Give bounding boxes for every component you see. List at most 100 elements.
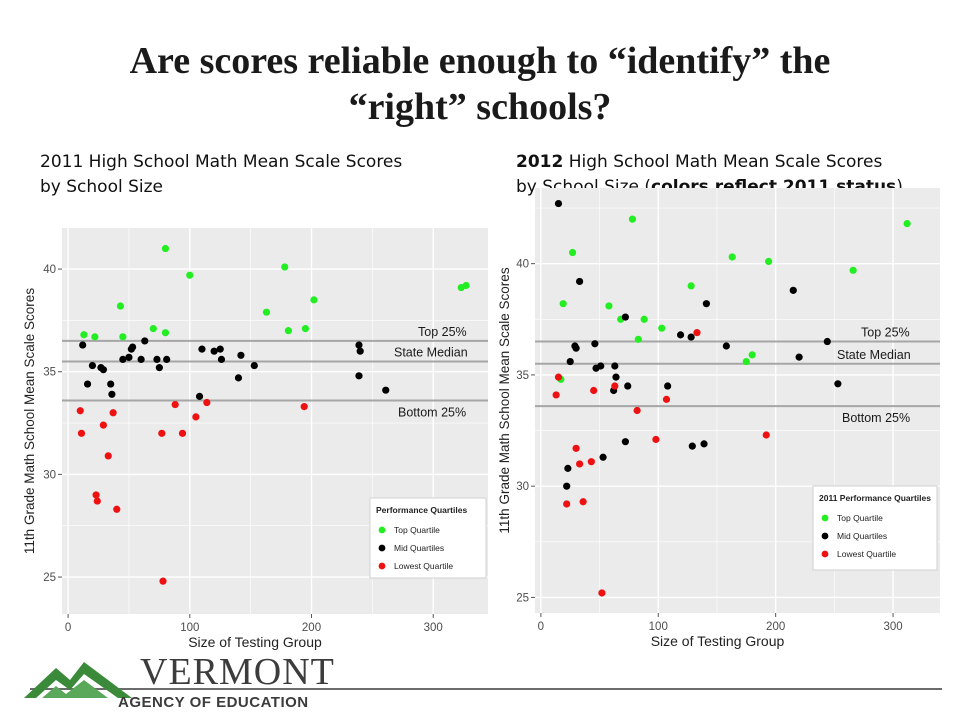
x-tick-label: 300 — [424, 622, 443, 634]
data-point — [664, 382, 672, 390]
data-point — [849, 266, 857, 274]
data-point — [621, 313, 629, 321]
reference-line-label: State Median — [837, 348, 911, 362]
data-point — [281, 263, 289, 271]
legend: 2011 Performance Quartiles Top Quartile Mi… — [812, 485, 938, 571]
x-tick-label: 200 — [302, 622, 321, 634]
reference-line-label: Bottom 25% — [842, 411, 910, 425]
data-point — [624, 382, 632, 390]
data-point — [687, 333, 695, 341]
data-point — [564, 464, 572, 472]
data-point — [178, 429, 187, 437]
x-tick-label: 0 — [538, 621, 544, 633]
data-point — [728, 253, 736, 261]
y-axis-title: 11th Grade Math School Mean Scale Scores — [497, 267, 512, 533]
data-point — [903, 220, 911, 228]
data-point — [566, 357, 574, 366]
legend-box — [369, 497, 487, 579]
data-point — [92, 491, 100, 499]
scatter-chart-2011: Top 25% State Median Bottom 25% 0 100 200 300 2… — [22, 228, 488, 650]
series-mid — [554, 199, 842, 490]
data-point — [633, 406, 641, 415]
data-point — [462, 281, 470, 290]
data-point — [137, 355, 145, 364]
series-low — [76, 398, 308, 585]
data-point — [640, 315, 648, 323]
data-point — [93, 497, 101, 505]
data-point — [579, 498, 587, 506]
data-point — [748, 351, 756, 359]
data-point — [552, 391, 560, 399]
data-point — [688, 442, 696, 450]
y-tick-label: 35 — [43, 367, 56, 379]
data-point — [563, 482, 571, 490]
data-point — [107, 380, 115, 388]
legend-swatch-mid — [378, 544, 386, 552]
data-point — [634, 335, 642, 343]
data-point — [612, 373, 620, 381]
data-point — [237, 351, 245, 359]
data-point — [99, 366, 107, 374]
data-point — [702, 300, 710, 308]
data-point — [762, 431, 770, 439]
data-point — [621, 438, 629, 446]
data-point — [301, 325, 310, 333]
legend-label: Lowest Quartile — [837, 549, 896, 559]
y-tick-label: 30 — [516, 481, 529, 493]
y-axis-title: 11th Grade Math School Mean Scale Scores — [22, 288, 37, 554]
data-point — [700, 440, 708, 448]
x-tick-label: 100 — [649, 621, 668, 633]
data-point — [834, 380, 842, 388]
data-point — [628, 215, 637, 223]
data-point — [576, 277, 584, 286]
data-point — [109, 409, 117, 417]
data-point — [119, 333, 127, 341]
data-point — [355, 372, 363, 380]
data-point — [116, 302, 125, 310]
series-top — [80, 244, 470, 341]
data-point — [597, 362, 605, 370]
data-point — [104, 452, 112, 460]
y-tick-label: 40 — [516, 259, 529, 271]
data-point — [210, 347, 218, 355]
right-subtitle-line1: 2012 High School Math Mean Scale Scores — [516, 150, 903, 175]
y-tick-label: 35 — [516, 370, 529, 382]
data-point — [742, 357, 750, 366]
y-tick-label: 25 — [43, 572, 56, 584]
data-point — [161, 244, 170, 253]
data-point — [119, 355, 127, 364]
data-point — [300, 403, 308, 411]
data-point — [795, 353, 803, 361]
data-point — [587, 458, 595, 466]
data-point — [128, 343, 137, 351]
y-tick-label: 25 — [516, 592, 529, 604]
data-point — [554, 199, 563, 208]
data-point — [161, 329, 170, 337]
gridlines — [62, 228, 488, 614]
data-point — [611, 382, 619, 390]
left-subtitle-line2: by School Size — [40, 177, 163, 197]
data-point — [554, 373, 563, 381]
x-tick-label: 0 — [65, 622, 71, 634]
legend-label: Top Quartile — [837, 513, 883, 523]
reference-line-label: Bottom 25% — [398, 405, 466, 419]
data-point — [250, 361, 258, 370]
left-chart-subtitle: 2011 High School Math Mean Scale Scores … — [40, 150, 402, 200]
x-tick-label: 300 — [883, 621, 902, 633]
legend-swatch-top — [821, 514, 829, 522]
data-point — [722, 342, 730, 350]
data-point — [590, 386, 598, 395]
data-point — [158, 429, 166, 437]
data-point — [658, 324, 666, 332]
data-point — [99, 421, 107, 429]
legend-swatch-top — [378, 526, 386, 534]
data-point — [382, 386, 390, 394]
data-point — [559, 300, 567, 308]
data-point — [598, 589, 606, 597]
data-point — [789, 286, 797, 294]
data-point — [217, 355, 226, 364]
data-point — [576, 460, 584, 468]
data-point — [652, 435, 660, 444]
data-point — [676, 331, 685, 339]
data-point — [563, 500, 571, 508]
